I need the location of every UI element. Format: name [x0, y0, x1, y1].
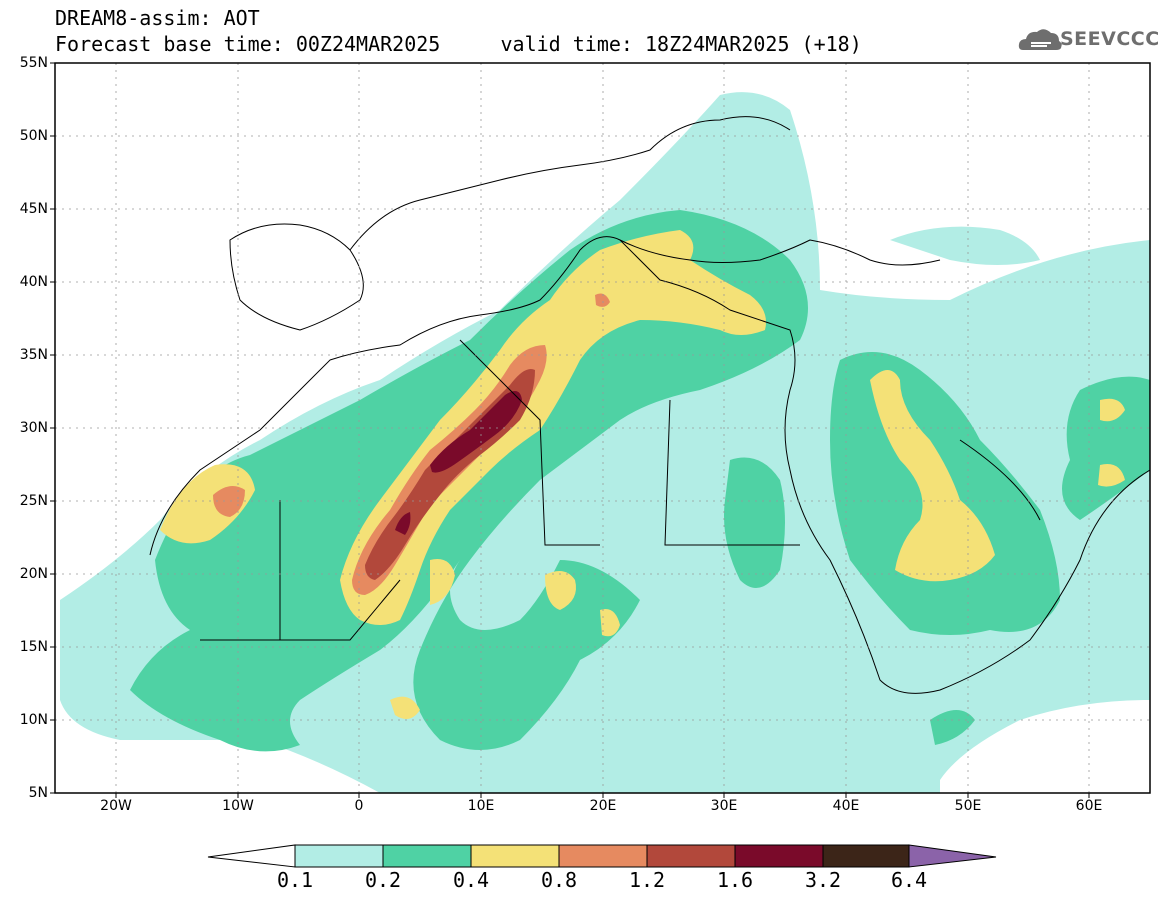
- lat-label: 55N: [19, 55, 48, 71]
- lon-label: 20E: [589, 798, 617, 814]
- colorbar-label: 1.6: [716, 868, 754, 892]
- lon-label: 10W: [222, 798, 254, 814]
- colorbar-swatch-4: [646, 844, 736, 868]
- lat-label: 45N: [19, 201, 48, 217]
- lon-label: 20W: [100, 798, 132, 814]
- aot-band-0.4: [160, 230, 1125, 719]
- colorbar-swatch-1: [382, 844, 472, 868]
- colorbar-label: 0.1: [276, 868, 314, 892]
- colorbar-label: 0.8: [540, 868, 578, 892]
- lat-label: 5N: [28, 785, 48, 801]
- lon-label: 0: [354, 798, 364, 814]
- forecast-time-info: Forecast base time: 00Z24MAR2025 valid t…: [55, 32, 862, 56]
- colorbar: [207, 844, 997, 868]
- lat-label: 10N: [19, 712, 48, 728]
- lon-label: 60E: [1075, 798, 1103, 814]
- cloud-logo-icon: [1018, 29, 1062, 50]
- colorbar-label: 6.4: [890, 868, 928, 892]
- colorbar-swatch-0: [294, 844, 384, 868]
- lat-label: 40N: [19, 274, 48, 290]
- colorbar-high-arrow: [908, 844, 997, 868]
- lon-label: 40E: [832, 798, 860, 814]
- lat-label: 15N: [19, 639, 48, 655]
- colorbar-label: 0.2: [364, 868, 402, 892]
- colorbar-swatch-3: [558, 844, 648, 868]
- country-borders: [149, 116, 1150, 694]
- colorbar-swatch-6: [822, 844, 910, 868]
- lat-label: 25N: [19, 493, 48, 509]
- map-gridlines: [55, 63, 1150, 793]
- colorbar-swatch-5: [734, 844, 824, 868]
- colorbar-label: 1.2: [628, 868, 666, 892]
- lat-label: 50N: [19, 128, 48, 144]
- aot-band-1.6: [395, 391, 522, 535]
- colorbar-low-arrow: [207, 844, 296, 868]
- lat-label: 20N: [19, 566, 48, 582]
- axis-ticks: [50, 62, 1090, 798]
- lon-label: 10E: [467, 798, 495, 814]
- lat-label: 35N: [19, 347, 48, 363]
- colorbar-label: 0.4: [452, 868, 490, 892]
- colorbar-swatch-2: [470, 844, 560, 868]
- logo-text: SEEVCCC: [1060, 28, 1160, 50]
- map-title: DREAM8-assim: AOT: [55, 6, 260, 30]
- aot-field: [60, 92, 1150, 793]
- colorbar-label: 3.2: [804, 868, 842, 892]
- lat-label: 30N: [19, 420, 48, 436]
- lon-label: 30E: [710, 798, 738, 814]
- lon-label: 50E: [954, 798, 982, 814]
